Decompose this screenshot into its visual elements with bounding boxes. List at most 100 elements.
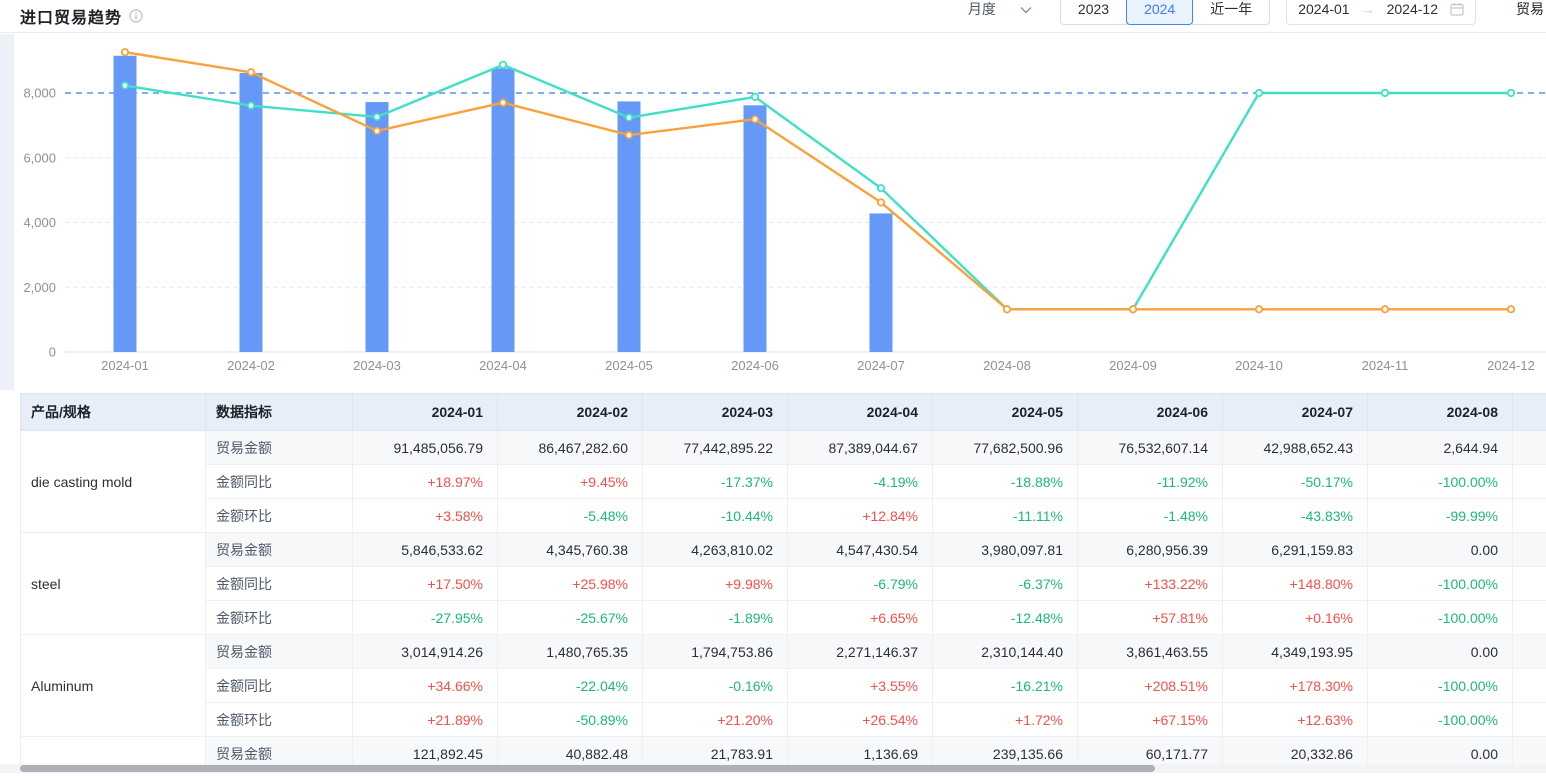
metric-label-cell: 金额同比 [205,464,353,499]
value-cell: +9.45% [497,464,643,499]
value-cell: 42,988,652.43 [1222,430,1368,465]
x-axis-label: 2024-01 [101,358,149,373]
value-cell: -5.48% [497,498,643,533]
x-axis-label: 2024-11 [1362,358,1409,373]
value-cell: 4,349,193.95 [1222,634,1368,669]
line-series-teal-point-2024-12 [1506,88,1516,98]
trade-table: 产品/规格 数据指标 2024-01 2024-02 2024-03 2024-04 202… [20,393,1546,771]
date-range-picker[interactable]: 2024-01 → 2024-12 [1286,0,1476,25]
value-cell: +25.98% [497,566,643,601]
value-cell: 87,389,044.67 [787,430,933,465]
left-edge-strip [0,34,14,390]
value-cell: 4,345,760.38 [497,532,643,567]
value-cell: -27.95% [352,600,498,635]
value-cell: +133.22% [1077,566,1223,601]
value-cell: -100.00% [1367,702,1513,737]
value-cell: 6,291,159.83 [1222,532,1368,567]
table-row: 金额环比 +3.58% -5.48% -10.44% +12.84% -11.11% -1.… [21,498,1546,533]
period-select-value: 月度 [967,1,996,17]
line-series-teal-point-2024-07 [876,184,886,193]
value-cell: +3.55% [787,668,933,703]
trend-chart[interactable]: 0 2,000 4,000 6,000 8,000 2024-01 2024-02 2024-… [0,33,1546,391]
range-arrow-icon: → [1361,1,1375,17]
value-cell: -43.83% [1222,498,1368,533]
value-cell: -12.48% [932,600,1078,635]
metric-label-cell: 贸易金额 [205,430,353,465]
line-series-orange-point-2024-02 [246,68,256,77]
line-series-orange-point-2024-05 [624,130,634,140]
value-cell: +12.63% [1222,702,1368,737]
value-cell: 2,310,144.40 [932,634,1078,669]
year-2024-button[interactable]: 2024 [1126,0,1194,25]
x-axis-label: 2024-08 [983,358,1031,373]
value-cell: +6.65% [787,600,933,635]
bar-2024-06 [743,105,767,353]
column-header-product: 产品/规格 [20,393,206,431]
trend-chart-section: 0 2,000 4,000 6,000 8,000 2024-01 2024-02 2024-… [0,33,1546,391]
info-icon[interactable] [129,9,143,23]
calendar-icon [1450,2,1464,16]
value-cell: +21.89% [352,702,498,737]
value-cell: -11.92% [1077,464,1223,499]
table-header-row: 产品/规格 数据指标 2024-01 2024-02 2024-03 2024-04 202… [20,393,1546,431]
filler-cell [1512,566,1546,601]
value-cell: +12.84% [787,498,933,533]
chevron-down-icon [1020,1,1032,17]
trade-type-label: 贸易 [1516,1,1544,17]
value-cell: +178.30% [1222,668,1368,703]
bar-2024-01 [113,55,137,353]
line-series-orange-point-2024-12 [1506,305,1516,314]
filler-cell [1512,464,1546,499]
value-cell: +34.66% [352,668,498,703]
column-header-filler [1512,393,1546,431]
filler-cell [1512,702,1546,737]
value-cell: +208.51% [1077,668,1223,703]
horizontal-scrollbar-thumb[interactable] [20,765,1155,772]
recent-year-button[interactable]: 近一年 [1192,0,1271,25]
column-header-2024-01: 2024-01 [352,393,498,431]
value-cell: 0.00 [1367,532,1513,567]
x-axis-label: 2024-02 [227,358,275,373]
y-axis-label: 0 [49,345,56,360]
line-series-teal-point-2024-02 [246,101,256,110]
value-cell: -4.19% [787,464,933,499]
value-cell: 1,794,753.86 [642,634,788,669]
x-axis-label: 2024-07 [857,358,905,373]
value-cell: +9.98% [642,566,788,601]
value-cell: 2,644.94 [1367,430,1513,465]
table-row: 金额环比 +21.89% -50.89% +21.20% +26.54% +1.72% +6… [21,702,1546,737]
line-series-orange-point-2024-08 [1002,305,1012,314]
value-cell: 86,467,282.60 [497,430,643,465]
value-cell: -16.21% [932,668,1078,703]
line-series-orange-point-2024-06 [750,115,760,124]
date-start: 2024-01 [1298,1,1350,17]
value-cell: -17.37% [642,464,788,499]
value-cell: -22.04% [497,668,643,703]
value-cell: +26.54% [787,702,933,737]
table-row: 金额同比 +34.66% -22.04% -0.16% +3.55% -16.21% +20… [21,668,1546,703]
value-cell: +3.58% [352,498,498,533]
column-header-2024-06: 2024-06 [1077,393,1223,431]
metric-label-cell: 金额同比 [205,668,353,703]
value-cell: -100.00% [1367,566,1513,601]
page-title: 进口贸易趋势 [20,10,123,27]
table-row: die casting mold 贸易金额 91,485,056.79 86,467,… [20,430,1546,533]
value-cell: -6.37% [932,566,1078,601]
column-header-2024-03: 2024-03 [642,393,788,431]
y-axis-label: 8,000 [23,86,56,101]
line-series-teal-point-2024-11 [1380,88,1390,98]
value-cell: +67.15% [1077,702,1223,737]
value-cell: -10.44% [642,498,788,533]
year-2023-button[interactable]: 2023 [1059,0,1128,25]
period-select[interactable]: 月度 [962,0,1038,25]
product-name-cell: Aluminum [20,634,206,737]
table-body: die casting mold 贸易金额 91,485,056.79 86,467,… [20,430,1546,771]
table-row: 金额同比 +18.97% +9.45% -17.37% -4.19% -18.88% -11… [21,464,1546,499]
value-cell: +18.97% [352,464,498,499]
line-series-orange-point-2024-09 [1128,305,1138,314]
filler-cell [1512,430,1546,465]
column-header-2024-07: 2024-07 [1222,393,1368,431]
value-cell: 91,485,056.79 [352,430,498,465]
value-cell: 3,861,463.55 [1077,634,1223,669]
line-series-orange-point-2024-03 [372,126,382,135]
